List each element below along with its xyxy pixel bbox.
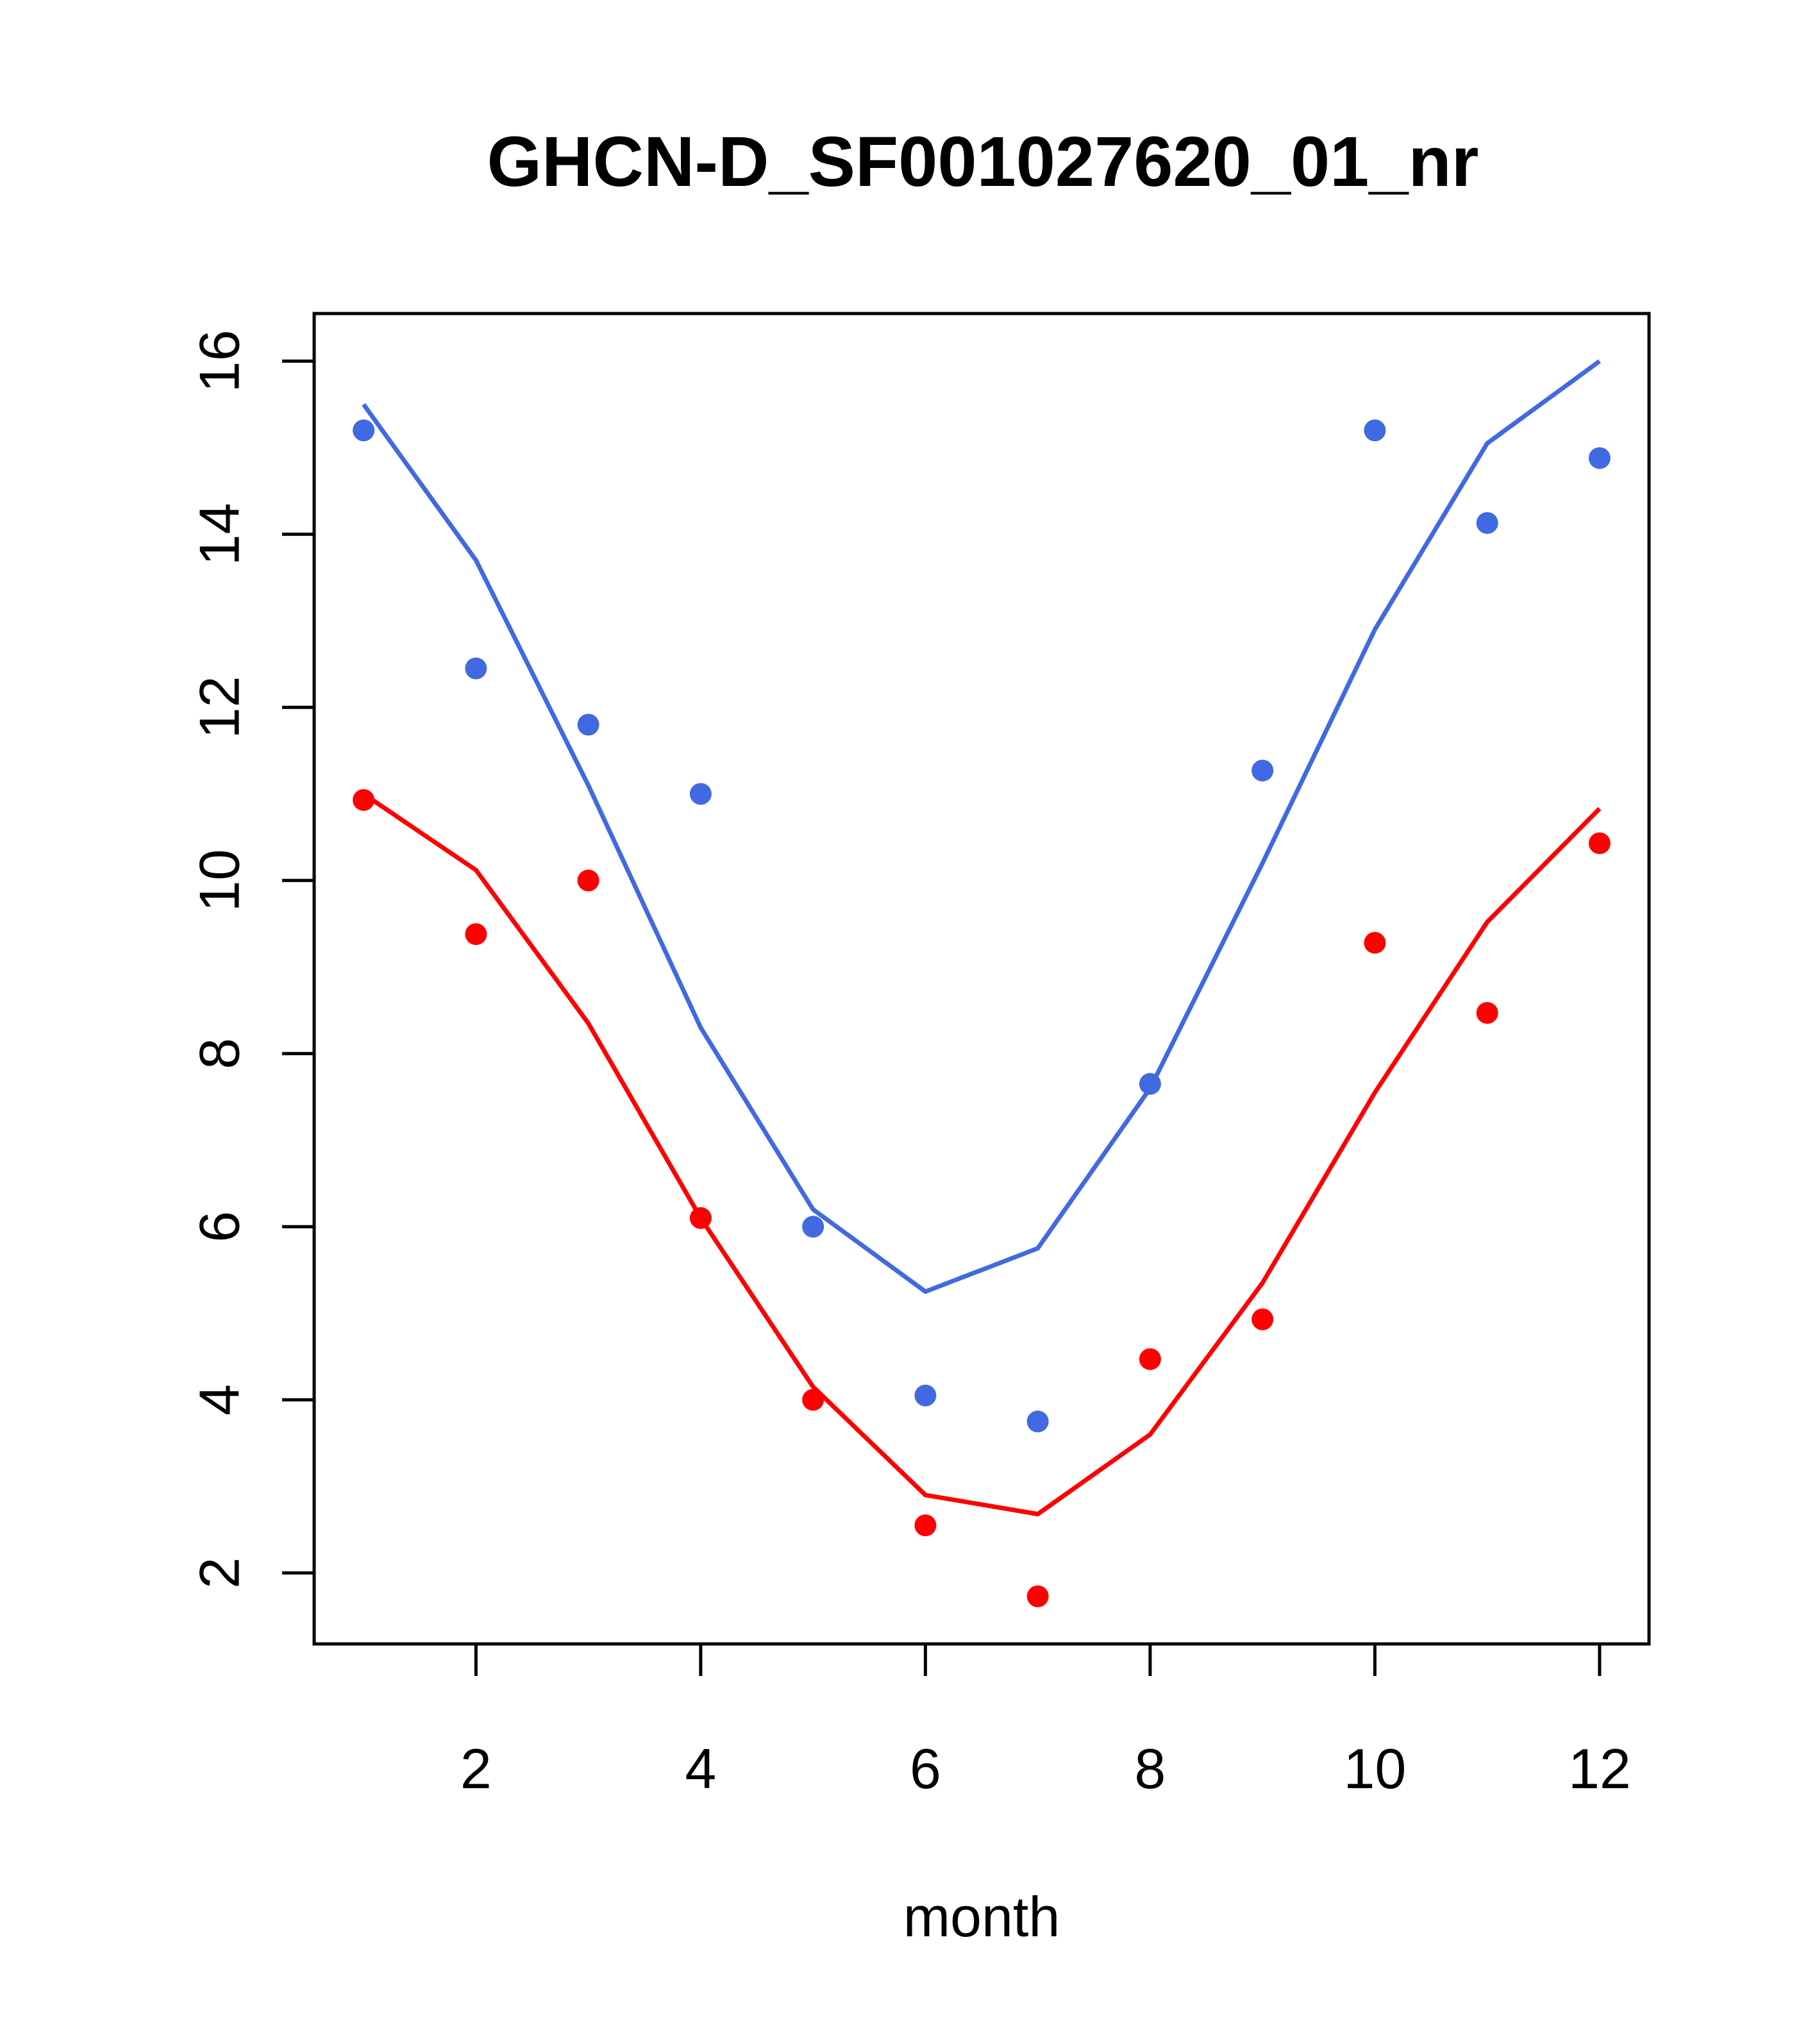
series-1-line	[362, 359, 1601, 1294]
series-1-point	[353, 419, 375, 442]
series-1-point	[1476, 512, 1498, 534]
x-axis-label: month	[903, 1885, 1060, 1948]
series-1-point	[465, 657, 487, 680]
x-tick-label: 6	[910, 1737, 941, 1800]
series-1-point	[1364, 419, 1386, 442]
x-tick-label: 4	[685, 1737, 716, 1800]
plot-frame	[312, 312, 1651, 1646]
series-1-point	[914, 1384, 937, 1407]
series-2-point	[802, 1389, 825, 1411]
series-1-point	[1252, 759, 1274, 782]
y-tick-label: 8	[188, 1038, 251, 1069]
y-tick-label: 16	[188, 330, 251, 392]
y-tick-label: 10	[188, 849, 251, 912]
series-layer	[353, 359, 1611, 1607]
series-2-point	[1252, 1308, 1274, 1330]
series-1-point	[689, 783, 712, 805]
series-2-point	[914, 1514, 937, 1537]
series-2-point	[1364, 932, 1386, 954]
series-2-point	[1026, 1585, 1049, 1607]
series-1-point	[1026, 1411, 1049, 1433]
chart-title: GHCN-D_SF001027620_01_nr	[487, 122, 1479, 201]
axes-layer: 2 4 6 8 10 12 2 4 6 8 10 12 14 16	[188, 330, 1631, 1800]
series-2-point	[689, 1207, 712, 1229]
series-1-point	[1588, 447, 1611, 469]
series-2-point	[353, 789, 375, 811]
x-tick-label: 12	[1568, 1737, 1631, 1800]
series-2-point	[577, 869, 599, 892]
y-tick-label: 2	[188, 1557, 251, 1589]
x-tick-label: 10	[1343, 1737, 1406, 1800]
series-2-point	[1139, 1348, 1161, 1370]
series-2-line	[362, 792, 1602, 1516]
x-tick-label: 2	[460, 1737, 492, 1800]
y-tick-label: 6	[188, 1211, 251, 1243]
series-2-point	[1476, 1001, 1498, 1024]
series-2-point	[1588, 832, 1611, 855]
series-1-point	[802, 1216, 825, 1238]
x-tick-label: 8	[1134, 1737, 1166, 1800]
series-1-point	[1139, 1073, 1161, 1095]
y-tick-label: 12	[188, 676, 251, 739]
series-2-point	[465, 923, 487, 945]
y-tick-label: 4	[188, 1384, 251, 1416]
series-1-point	[577, 714, 599, 736]
y-tick-label: 14	[188, 503, 251, 565]
